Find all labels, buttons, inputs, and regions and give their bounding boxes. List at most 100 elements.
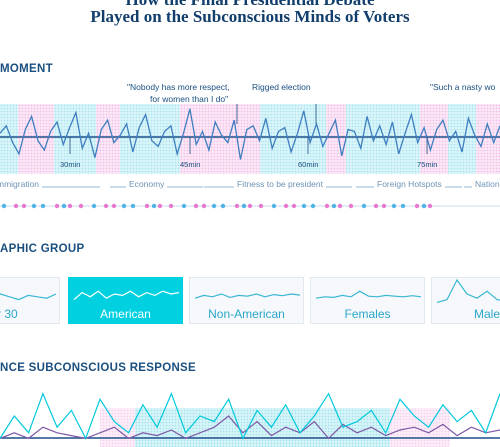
- speaker-dot: [193, 203, 199, 209]
- topic-segment[interactable]: Foreign Hotspots: [356, 179, 462, 191]
- speaker-dot: [61, 203, 67, 209]
- group-card[interactable]: American: [68, 277, 183, 324]
- title-line-1: How the Final Presidential Debate: [0, 0, 500, 9]
- topic-label: Fitness to be president: [234, 179, 326, 189]
- section-heading-moment: MOMENT: [0, 63, 53, 75]
- group-label: er 30: [0, 307, 18, 321]
- group-card[interactable]: Non-American: [189, 277, 304, 324]
- speaker-dot: [13, 203, 19, 209]
- group-label: Females: [344, 307, 391, 321]
- segment-band: [286, 104, 326, 174]
- speaker-dot: [181, 203, 187, 209]
- speaker-dot: [78, 203, 84, 209]
- speaker-dot: [121, 203, 127, 209]
- group-label: American: [100, 307, 151, 321]
- topic-segment[interactable]: Fitness to be president: [204, 179, 352, 191]
- speaker-dot: [258, 203, 264, 209]
- topic-line: [0, 186, 100, 188]
- topic-segment[interactable]: mmigration: [0, 179, 100, 191]
- speaker-dot: [241, 203, 247, 209]
- group-card[interactable]: er 30: [0, 277, 60, 324]
- group-sparkline: [73, 290, 180, 301]
- segment-band: [376, 104, 420, 174]
- section-heading-response: NCE SUBCONSCIOUS RESPONSE: [0, 362, 197, 374]
- group-card[interactable]: Females: [310, 277, 425, 324]
- speaker-dot: [130, 203, 136, 209]
- title-line-2: Played on the Subconscious Minds of Vote…: [90, 7, 410, 26]
- topic-label: Nationa: [472, 179, 500, 189]
- group-sparkline-line: [436, 278, 500, 303]
- annotation-quote-respect-1: "Nobody has more respect,: [127, 82, 230, 92]
- speaker-dot: [211, 203, 217, 209]
- segment-band: [346, 104, 376, 174]
- speaker-dot: [283, 203, 289, 209]
- topic-segment[interactable]: Economy: [110, 179, 203, 191]
- speaker-dot: [400, 203, 406, 209]
- speaker-dot: [301, 203, 307, 209]
- segment-band: [210, 104, 260, 174]
- annotation-nasty-woman: "Such a nasty wo: [430, 82, 496, 92]
- speaker-dot: [144, 203, 150, 209]
- speaker-dot: [348, 203, 354, 209]
- speaker-dot: [427, 203, 433, 209]
- segment-band: [260, 104, 286, 174]
- speaker-dot: [220, 203, 226, 209]
- topic-segment[interactable]: Nationa: [464, 179, 500, 191]
- speaker-dot: [310, 203, 316, 209]
- group-sparkline-line: [315, 290, 422, 299]
- annotation-rigged-election: Rigged election: [252, 82, 311, 92]
- speaker-dot: [291, 203, 297, 209]
- speaker-dot: [381, 203, 387, 209]
- group-label: Non-American: [208, 307, 285, 321]
- group-sparkline: [0, 293, 57, 301]
- speaker-dot: [1, 203, 7, 209]
- speaker-dot: [168, 203, 174, 209]
- group-sparkline: [315, 290, 422, 299]
- speaker-dot: [201, 203, 207, 209]
- speaker-dot: [157, 203, 163, 209]
- speaker-dot: [324, 203, 330, 209]
- response-band-pink-2: [390, 408, 450, 447]
- speaker-dots-row: [0, 203, 500, 209]
- segment-band: [326, 104, 346, 174]
- segment-band: [448, 104, 476, 174]
- speaker-dot: [414, 203, 420, 209]
- group-card[interactable]: Male: [431, 277, 500, 324]
- topic-label: Economy: [126, 179, 168, 189]
- group-sparkline-line: [73, 290, 180, 301]
- topic-label: Foreign Hotspots: [374, 179, 445, 189]
- x-tick-label: 75min: [417, 160, 437, 169]
- group-sparkline-line: [194, 293, 301, 299]
- speaker-dot: [361, 203, 367, 209]
- x-tick-label: 60min: [298, 160, 318, 169]
- speaker-dot: [103, 203, 109, 209]
- speaker-dot: [40, 203, 46, 209]
- x-tick-label: 30min: [60, 160, 80, 169]
- speaker-dot: [234, 203, 240, 209]
- subconscious-response-chart: [0, 391, 500, 447]
- speaker-dot: [111, 203, 117, 209]
- moment-timeline-chart[interactable]: 30min 45min 60min 75min: [0, 104, 500, 174]
- response-band-pink: [100, 408, 135, 447]
- speaker-dot: [247, 203, 253, 209]
- group-sparkline: [194, 293, 301, 299]
- speaker-dot: [67, 203, 73, 209]
- group-sparkline-line: [0, 293, 57, 301]
- segment-band: [96, 104, 120, 174]
- speaker-dot: [21, 203, 27, 209]
- speaker-dot: [421, 203, 427, 209]
- segment-band: [150, 104, 180, 174]
- speaker-dot: [271, 203, 277, 209]
- speaker-dot: [151, 203, 157, 209]
- group-label: Male: [474, 307, 500, 321]
- segment-band: [0, 104, 18, 174]
- speaker-dot: [337, 203, 343, 209]
- section-heading-demographic: APHIC GROUP: [0, 243, 85, 255]
- speaker-dot: [54, 203, 60, 209]
- response-series-cyan: [0, 391, 500, 440]
- speaker-dot: [391, 203, 397, 209]
- response-series-purple: [0, 415, 500, 440]
- x-tick-label: 45min: [180, 160, 200, 169]
- topic-label: mmigration: [0, 179, 43, 189]
- group-sparkline: [436, 278, 500, 303]
